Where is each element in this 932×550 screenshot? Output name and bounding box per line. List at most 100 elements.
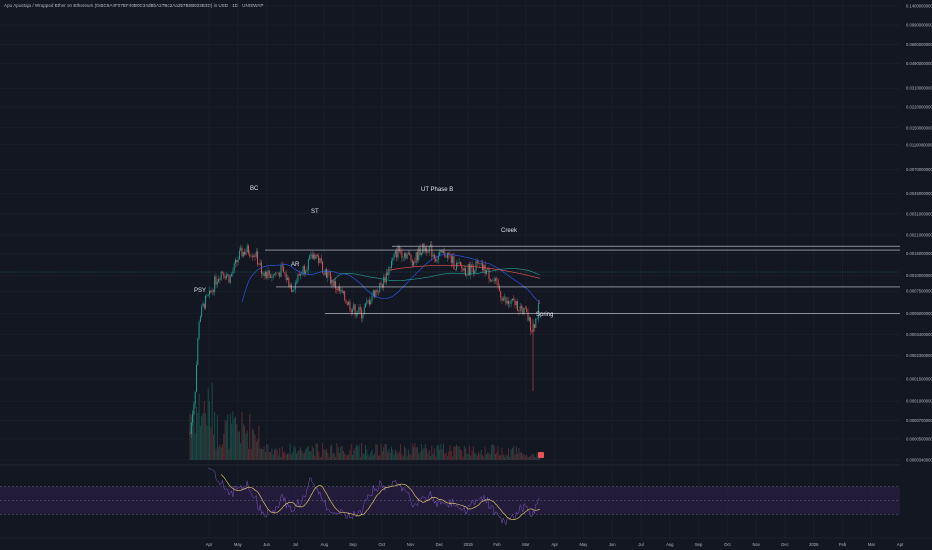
candle	[518, 310, 520, 312]
candle	[402, 256, 404, 258]
volume-bar	[341, 445, 343, 460]
candle	[203, 303, 205, 309]
candle	[510, 300, 512, 304]
volume-bar	[220, 447, 222, 460]
price-tick-label: 0.0110000000	[906, 142, 932, 147]
candle	[341, 289, 343, 293]
candle	[215, 276, 217, 285]
candle	[263, 272, 265, 277]
candle	[271, 277, 273, 278]
volume-bar	[383, 447, 385, 460]
candle	[198, 322, 200, 339]
candle	[462, 267, 464, 271]
volume-bar	[501, 447, 503, 460]
time-axis: Apr May Jun Jul Aug Sep Oct Nov Dec 2025 Feb Mar Apr…	[206, 542, 904, 547]
candle	[530, 317, 532, 331]
candle	[509, 303, 511, 305]
volume-bar	[355, 444, 357, 460]
candle	[406, 253, 408, 259]
volume-bar	[480, 449, 482, 460]
candle	[469, 264, 470, 275]
volume-bar	[409, 453, 411, 460]
time-tick-label: Oct	[379, 542, 386, 547]
time-tick-label: Jun	[263, 542, 270, 547]
candle	[207, 294, 209, 296]
candle	[216, 282, 218, 285]
candle	[467, 264, 469, 275]
time-tick-label: Aug	[320, 542, 328, 547]
volume-bar	[467, 454, 469, 460]
volume-bar	[385, 443, 387, 460]
candle	[491, 280, 493, 282]
volume-bar	[411, 443, 413, 460]
time-tick-label: Mar	[522, 542, 530, 547]
candle	[432, 254, 434, 257]
candle	[270, 274, 272, 278]
candle	[233, 263, 235, 272]
volume-bar	[419, 452, 421, 460]
volume-bar	[319, 456, 321, 460]
candle	[224, 276, 226, 279]
candle	[428, 245, 430, 253]
volume-bar	[388, 449, 390, 460]
red-trend-line	[387, 265, 541, 279]
candle	[528, 317, 530, 321]
candle	[378, 291, 379, 292]
volume-bar	[342, 450, 344, 460]
candle	[401, 251, 403, 258]
volume-bar	[235, 416, 236, 460]
volume-bar	[433, 448, 435, 460]
candle	[387, 272, 389, 276]
volume-bar	[267, 444, 269, 460]
volume-bar	[404, 446, 405, 460]
volume-bar	[218, 446, 220, 460]
volume-bar	[212, 434, 214, 460]
candle	[189, 433, 191, 435]
ma-short-line	[241, 253, 540, 303]
volume-bar	[333, 453, 335, 460]
volume-bar	[348, 454, 350, 460]
volume-bar	[462, 456, 464, 460]
volume-bar	[264, 451, 266, 460]
volume-bar	[314, 455, 316, 460]
candle	[367, 300, 369, 301]
volume-bar	[372, 455, 374, 460]
candle	[235, 259, 236, 264]
candle	[211, 290, 213, 293]
volume-bar	[305, 449, 307, 460]
candle	[534, 324, 535, 328]
candle	[482, 263, 483, 271]
candle	[404, 253, 405, 257]
volume-bar	[470, 455, 472, 460]
volume-bar	[523, 454, 525, 460]
candle	[305, 271, 307, 274]
time-tick-label: May	[234, 542, 243, 547]
annotation-label: PSY	[194, 288, 206, 294]
candle	[511, 298, 513, 301]
candle	[236, 259, 238, 263]
volume-bar	[193, 410, 195, 460]
volume-bar	[258, 425, 260, 460]
candle	[206, 295, 208, 296]
candle	[322, 261, 324, 273]
volume-bar	[461, 450, 463, 460]
candle	[205, 295, 207, 309]
candle	[231, 274, 233, 277]
candle	[268, 270, 270, 275]
candle	[276, 272, 278, 274]
candle	[310, 254, 312, 256]
volume-bar	[414, 443, 416, 460]
time-tick-label: Apr	[206, 542, 213, 547]
volume-bar	[484, 447, 486, 460]
volume-bar	[349, 449, 351, 460]
volume-bar	[508, 448, 509, 460]
candle	[340, 289, 342, 291]
volume-bar	[393, 454, 395, 460]
candle	[366, 300, 368, 304]
candle	[508, 300, 509, 304]
candle	[457, 262, 459, 264]
volume-bar	[394, 449, 396, 460]
volume-bar	[475, 453, 477, 460]
volume-bar	[270, 452, 272, 460]
